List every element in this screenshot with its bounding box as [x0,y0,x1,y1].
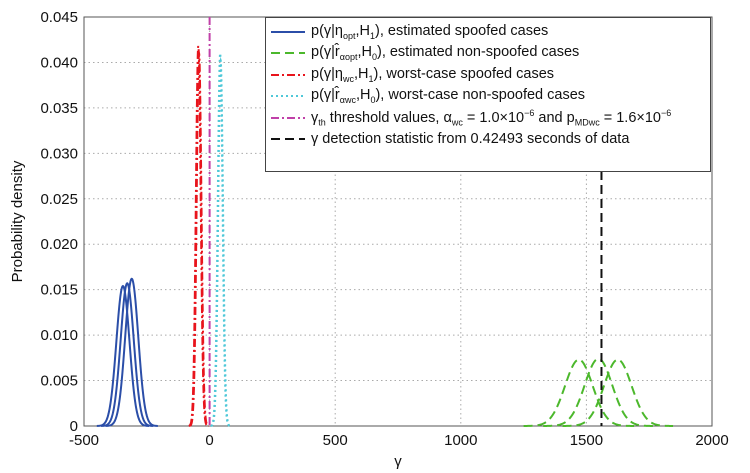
x-tick-label: 500 [323,432,348,449]
legend-entry: p(γ|ηopt,H1), estimated spoofed cases [270,21,706,43]
x-axis-label: γ [394,453,402,470]
density-curve [562,358,674,427]
density-curve [96,284,150,427]
y-tick-label: 0.025 [40,191,78,208]
legend-entry: γth threshold values, αwc = 1.0×10−6 and… [270,107,706,129]
legend-swatch [271,30,305,33]
legend-text-part: 1 [368,73,374,84]
legend-text-part: = 1.0×10 [462,109,525,126]
y-tick-label: 0.030 [40,145,78,162]
y-tick-label: 0.035 [40,100,78,117]
density-curve [189,49,209,427]
legend-text-part: ,H [355,87,371,104]
x-tick-label: 1500 [570,432,603,449]
legend-text-part: ), estimated spoofed cases [375,22,549,39]
legend-text-part: opt [342,30,356,41]
legend-swatch [271,138,305,141]
y-tick-label: 0 [70,418,78,435]
legend-text-part: = 1.6×10 [599,109,661,126]
x-tick-label: 1000 [444,432,477,449]
legend-text-part: −6 [524,107,535,118]
y-tick-label: 0.010 [40,327,78,344]
density-curve [105,277,158,427]
legend-label: p(γ|r̂αwc,H0), worst-case non-spoofed ca… [311,87,585,105]
legend-text-part: p(γ|η [311,65,343,82]
legend-swatch [271,52,305,55]
legend-text-part: p(γ|r̂ [311,44,340,61]
y-tick-label: 0.045 [40,9,78,26]
density-curve [543,357,654,427]
legend-text-part: ,H [355,22,371,39]
series-estimated-non-spoofed-cases [523,357,674,427]
legend: p(γ|ηopt,H1), estimated spoofed cases p(γ… [265,17,711,172]
legend-text-part: 0 [371,52,377,63]
legend-label: γ detection statistic from 0.42493 secon… [311,131,629,147]
legend-text-part: ), worst-case non-spoofed cases [375,87,586,104]
legend-entry: p(γ|ηwc,H1), worst-case spoofed cases [270,64,706,86]
legend-text-part: threshold values, α [325,109,452,126]
legend-text-part: 1 [370,30,376,41]
legend-text-part: 0 [370,95,376,106]
legend-label: p(γ|ηopt,H1), estimated spoofed cases [311,23,548,41]
legend-text-part: −6 [660,107,672,118]
legend-label: γth threshold values, αwc = 1.0×10−6 and… [311,108,671,128]
y-tick-label: 0.005 [40,373,78,390]
legend-text-part: ), estimated non-spoofed cases [376,44,580,61]
legend-text-part: wc [342,73,354,84]
series-worst-case-spoofed-cases [188,45,209,427]
legend-text-part: ,H [353,65,369,82]
series-estimated-spoofed-cases [96,277,158,427]
legend-entry: γ detection statistic from 0.42493 secon… [270,129,706,151]
legend-entry: p(γ|r̂αwc,H0), worst-case non-spoofed ca… [270,86,706,108]
legend-text-part: p(γ|r̂ [311,87,340,104]
legend-swatch [271,73,305,76]
y-tick-label: 0.015 [40,282,78,299]
density-curve [101,282,154,427]
legend-text-part: ,H [357,44,372,61]
y-axis-label: Probability density [9,160,26,282]
legend-label: p(γ|r̂αopt,H0), estimated non-spoofed ca… [311,44,579,62]
legend-entry: p(γ|r̂αopt,H0), estimated non-spoofed ca… [270,43,706,65]
density-curve [210,56,231,427]
legend-text-part: and p [534,109,575,126]
legend-text-part: wc [451,117,463,128]
legend-text-part: αopt [339,52,358,63]
x-tick-label: 0 [205,432,213,449]
legend-text-part: th [318,117,326,128]
x-tick-label: 2000 [695,432,728,449]
legend-label: p(γ|ηwc,H1), worst-case spoofed cases [311,66,554,84]
legend-text-part: ), worst-case spoofed cases [373,65,555,82]
legend-text-part: γ [311,109,319,126]
y-tick-label: 0.020 [40,236,78,253]
legend-text-part: αwc [339,95,356,106]
legend-text-part: p(γ|η [311,22,343,39]
density-curve [523,358,635,427]
legend-swatch [271,95,305,98]
legend-text-part: MDwc [574,117,600,128]
density-curve [210,49,230,427]
legend-text-part: γ detection statistic from 0.42493 secon… [311,131,630,148]
x-tick-label: -500 [69,432,99,449]
series-worst-case-non-spoofed-cases [210,49,231,427]
legend-swatch [271,116,305,119]
y-tick-label: 0.040 [40,54,78,71]
